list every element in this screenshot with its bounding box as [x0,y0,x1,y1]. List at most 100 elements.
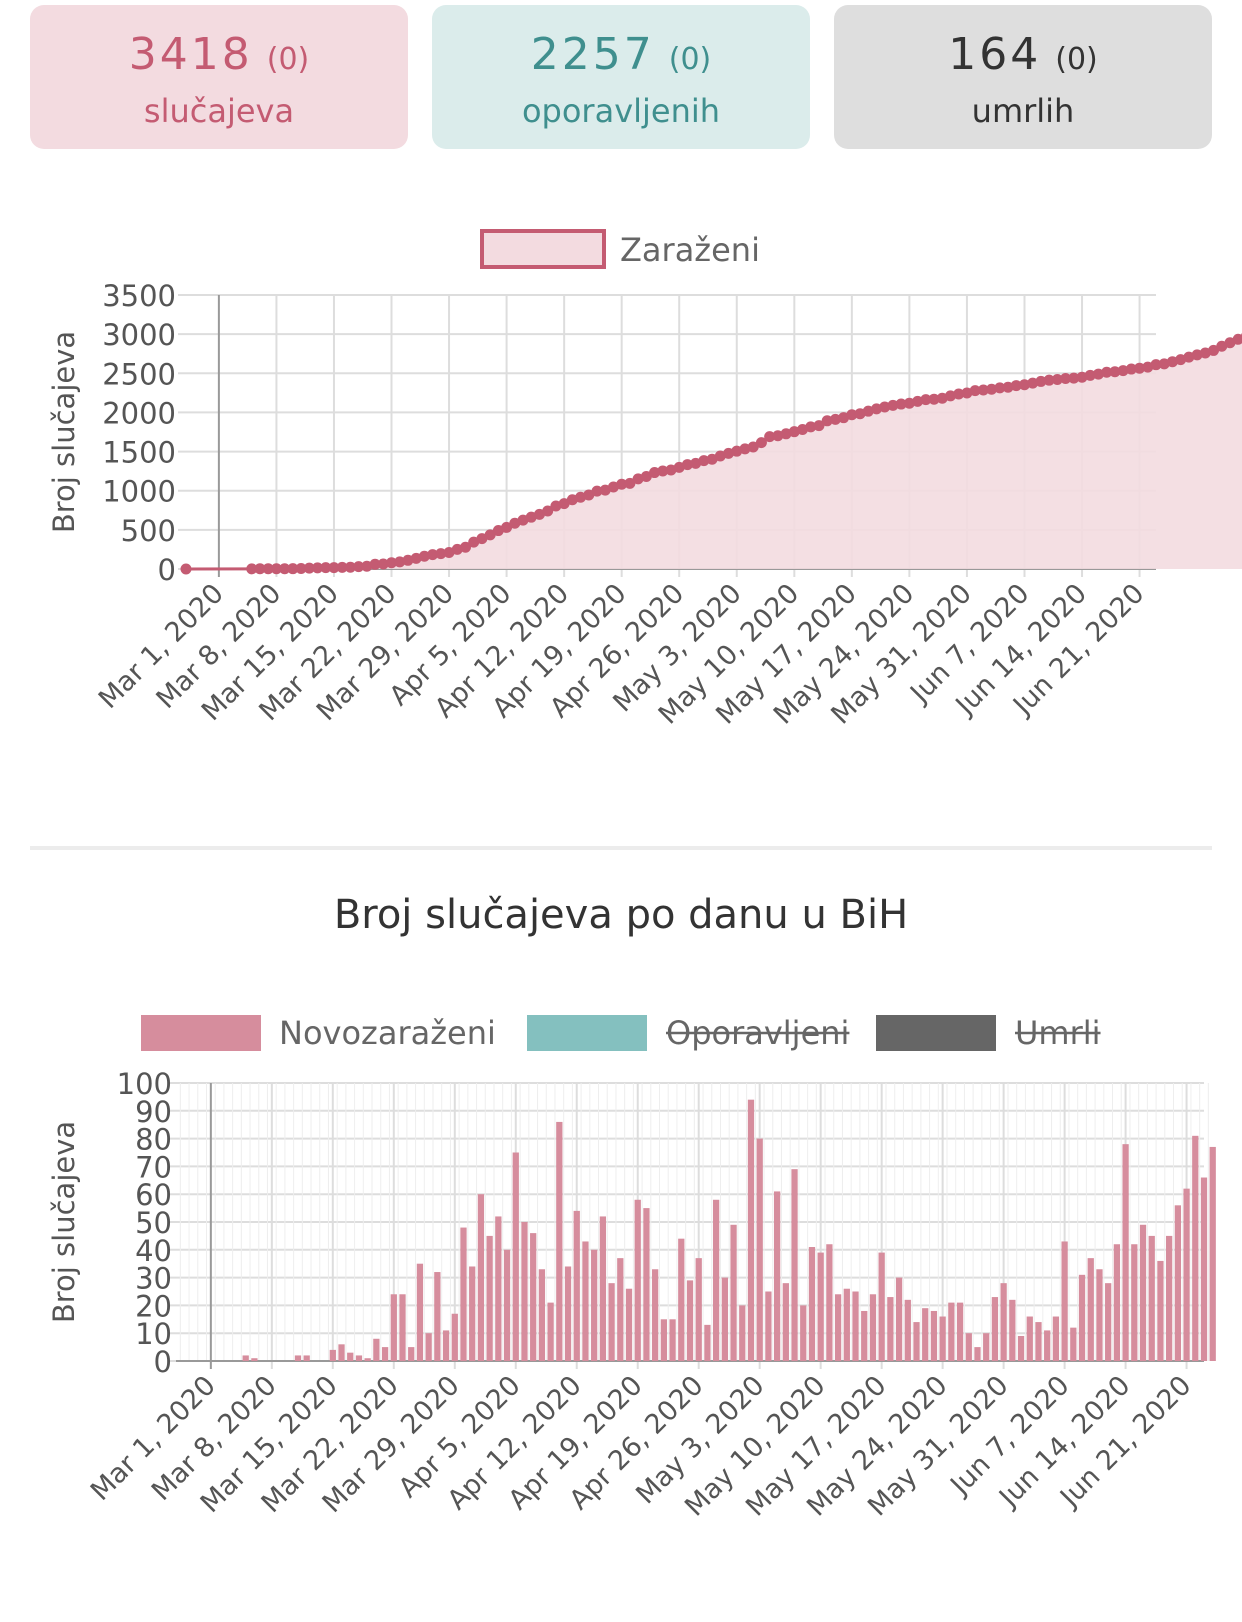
chart1-data-point [1092,368,1104,380]
recovered-summary-card: 2257 (0) oporavljenih [432,5,810,149]
deaths-count: 164 (0) [834,27,1212,88]
chart2-ytick-label: 70 [135,1150,172,1184]
chart1-data-point [468,536,480,548]
chart2-bar [477,1194,485,1361]
chart1-data-point [895,398,907,410]
chart2-ytick-label: 20 [135,1289,172,1323]
chart1-data-point [1232,333,1242,345]
chart2-bar [712,1199,720,1361]
chart1-data-point [1166,356,1178,368]
chart1-data-point [681,459,693,471]
chart2-bar [1096,1269,1103,1361]
chart1-data-point [353,561,365,573]
chart2-bar [1200,1177,1208,1361]
chart2-bar [608,1283,615,1361]
chart1-data-point [402,554,414,566]
chart2-bar [434,1272,441,1361]
chart2-bar [521,1222,528,1361]
chart2-bar [817,1252,824,1361]
chart1-series-area [186,337,1242,569]
chart1-data-point [312,562,324,574]
chart2-bar [329,1349,336,1361]
chart1-data-point [394,556,406,568]
chart2-bar [739,1305,746,1361]
chart2-bar [373,1338,380,1361]
chart1-data-point [953,388,965,400]
chart1-data-point [649,467,661,479]
chart2-bar [1113,1244,1121,1361]
chart2-bar [338,1344,345,1361]
cases-delta: (0) [266,42,310,77]
chart2-bar [756,1138,763,1361]
chart2-bar [843,1288,850,1361]
chart2-bar [347,1352,354,1361]
chart2-bar [974,1347,981,1361]
chart2-ytick-label: 90 [135,1095,172,1129]
chart2-bar [1009,1299,1016,1361]
chart1-data-point [928,393,940,405]
chart1-data-point [320,562,332,574]
chart1-data-point [533,508,545,520]
chart1-data-point [1224,337,1236,349]
deaths-value: 164 [948,29,1042,80]
chart2-bar [294,1355,302,1361]
chart2-bar [852,1291,859,1361]
chart2-bar [1087,1258,1094,1361]
chart1-data-point [1191,349,1203,361]
chart1-data-point [739,443,751,455]
chart2-bar [1131,1244,1138,1361]
chart2-legend-swatch [527,1015,647,1051]
chart1-ytick-label: 2500 [102,357,176,391]
chart2-bar [922,1308,929,1361]
chart1-data-point [616,478,628,490]
chart2-bar [930,1310,938,1361]
chart1-data-point [246,563,258,575]
chart1-data-point [624,477,636,489]
section-divider [30,846,1212,850]
chart1-data-point [427,549,439,561]
chart1-data-point [944,390,956,402]
cases-value: 3418 [128,29,253,80]
deaths-summary-card: 164 (0) umrlih [834,5,1212,149]
chart2-bar [834,1294,842,1361]
chart1-data-point [476,533,488,545]
chart1-data-point [846,409,858,421]
chart2-bar [861,1310,868,1361]
recovered-count: 2257 (0) [432,27,810,88]
chart1-data-point [1051,373,1063,385]
chart1-data-point [920,394,932,406]
chart2-bar [1026,1316,1033,1361]
deaths-label: umrlih [971,92,1075,130]
chart1-data-point [1101,366,1113,378]
chart1-data-point [336,561,348,573]
chart2-bar [791,1169,798,1361]
chart2-bar [747,1099,755,1361]
chart2-bar [991,1297,999,1361]
chart2-legend-swatch [876,1015,996,1051]
chart2-bar [1148,1235,1155,1361]
chart2-bar [617,1258,624,1361]
chart2-bar [634,1199,641,1361]
chart1-data-point [451,543,463,555]
chart2-ytick-label: 100 [117,1067,172,1101]
chart2-bar [538,1269,546,1361]
chart2-bar [1105,1283,1112,1361]
chart2-bar [1122,1144,1129,1361]
chart1-y-axis-title: Broj slučajeva [47,331,81,533]
chart2-bar [364,1358,371,1361]
chart2-bar [1070,1327,1077,1361]
chart1-data-point [1010,380,1022,392]
chart2-bar [669,1319,676,1361]
chart1-data-point [1150,359,1162,371]
chart2-ytick-label: 30 [135,1262,172,1296]
chart2-bar [1139,1224,1147,1361]
chart2-bar [956,1302,964,1361]
chart2-bar [904,1299,911,1361]
chart2-bar [773,1191,781,1361]
chart2-bar [1078,1274,1086,1361]
chart1-data-point [344,561,356,573]
chart1-data-point [1068,372,1080,384]
chart2-bar [1174,1205,1182,1361]
chart2-ytick-label: 10 [135,1317,172,1351]
chart2-ytick-label: 80 [135,1123,172,1157]
